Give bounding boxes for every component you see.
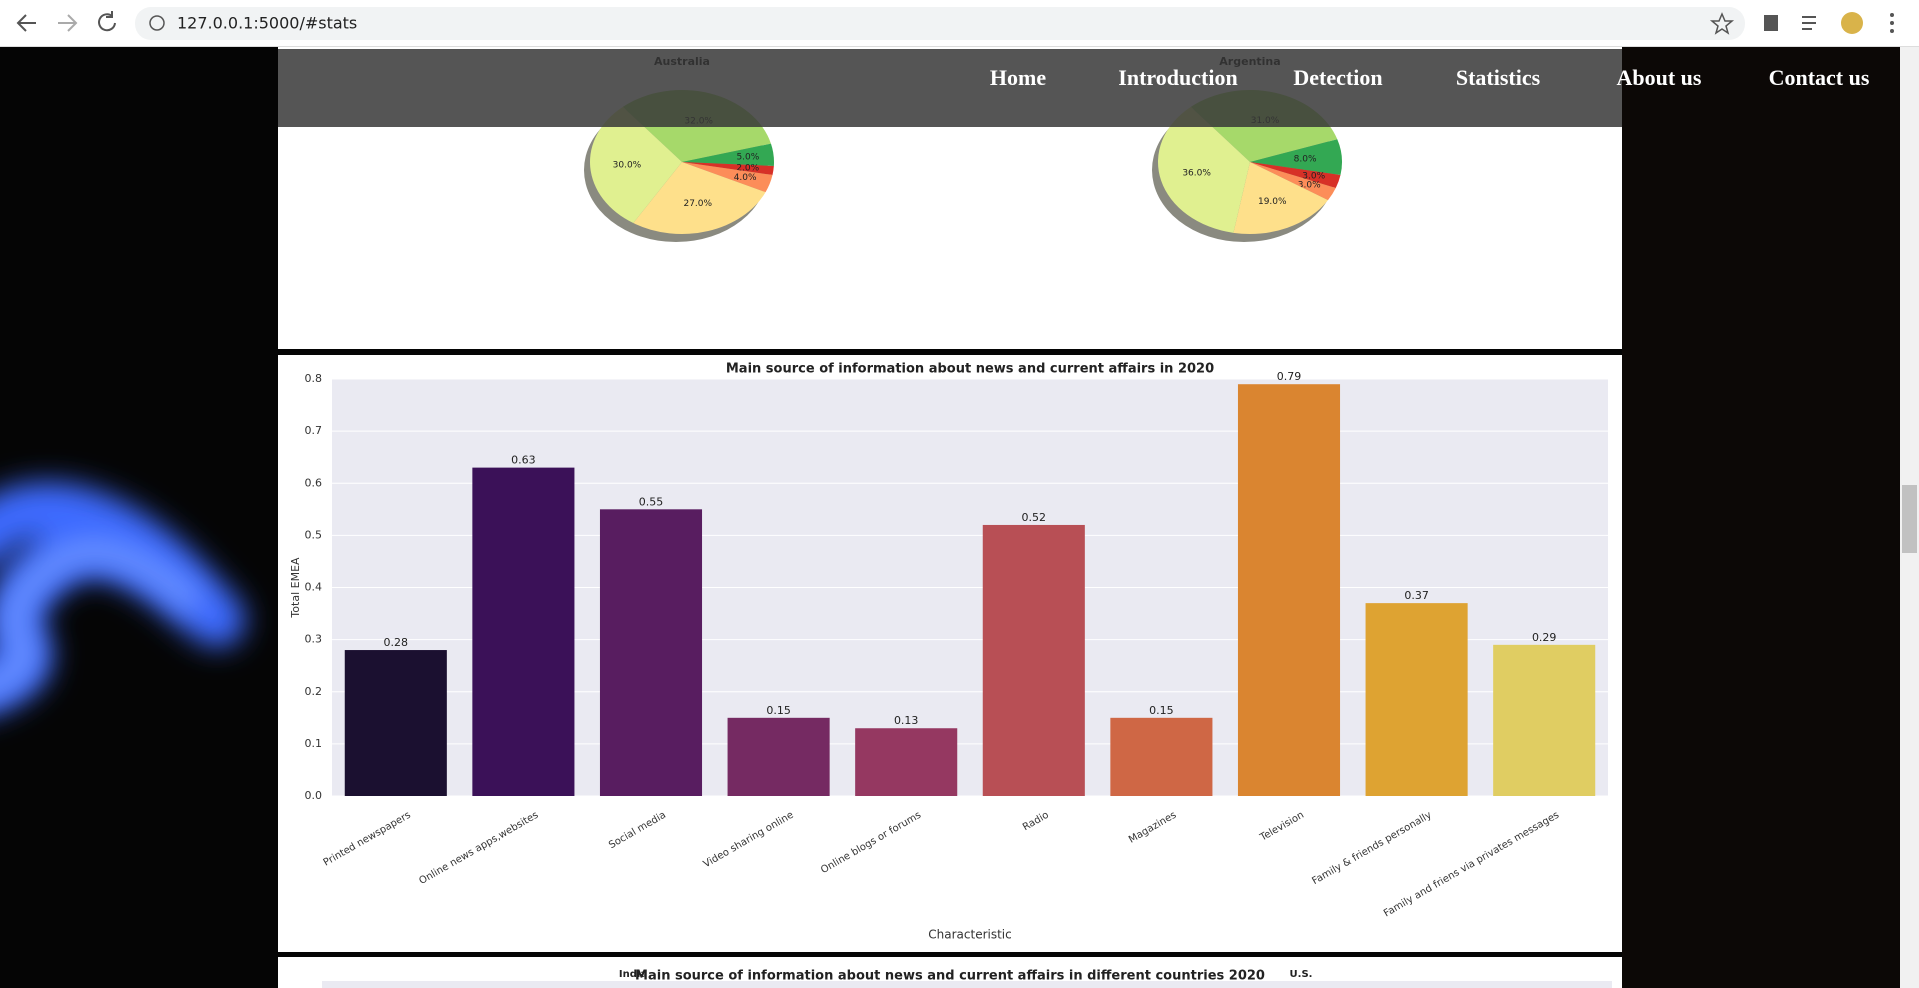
address-bar[interactable] [135,7,1745,40]
nav-items: Home Introduction Detection Statistics About… [990,65,1870,90]
profile-avatar[interactable] [1841,12,1863,34]
y-axis-label: Total EMEA [289,557,302,619]
info-icon[interactable] [149,15,165,31]
scrollbar-thumb[interactable] [1902,485,1917,553]
menu-dot [1890,29,1894,33]
value-label: 0.29 [1532,631,1557,644]
bar [982,524,1085,796]
navbar [278,49,1622,127]
background-glow-core [0,540,201,695]
value-label: 0.28 [384,636,409,649]
y-tick-label: 0.2 [305,685,323,698]
pie-slice [1158,106,1250,233]
value-label: 0.79 [1277,370,1302,383]
reload-button[interactable] [98,11,116,32]
pie-slice [682,162,774,175]
bar [1237,384,1341,796]
pie-slice [1250,139,1342,175]
menu[interactable] [1890,13,1894,17]
pie-label: 8.0% [1294,154,1317,164]
partial-plot [322,981,1612,988]
nav-link[interactable]: Statistics [1456,65,1541,90]
chart-title: Main source of information about news an… [726,362,1214,377]
url: 127.0.0.1:5000/#stats [177,14,357,33]
value-label: 0.52 [1022,511,1047,524]
pie-slice [682,143,774,167]
pie-slice [1233,162,1329,234]
bar [1110,717,1213,796]
y-tick-label: 0.4 [305,581,323,594]
background-right [1622,47,1900,988]
value-label: 0.63 [511,454,536,467]
y-tick-label: 0.8 [305,372,323,385]
value-label: 0.13 [894,714,919,727]
y-tick-label: 0.6 [305,476,323,489]
y-tick-label: 0.5 [305,528,323,541]
pie-slice [633,162,766,234]
value-label: 0.37 [1404,589,1429,602]
pie-label: 30.0% [613,161,642,171]
partial-panel-title: India [619,969,647,980]
pie-label: 19.0% [1258,197,1287,207]
pie-slice [682,162,773,193]
partial-panel-title: U.S. [1290,969,1313,980]
y-tick-label: 0.1 [305,737,323,750]
bookmark-star[interactable] [1709,12,1735,35]
nav-link[interactable]: About us [1617,65,1702,90]
pie-label: 27.0% [683,199,712,209]
nav-link[interactable]: Introduction [1118,65,1237,90]
pie-label: 36.0% [1182,169,1211,179]
forward-button[interactable] [58,14,78,32]
value-label: 0.15 [1149,704,1174,717]
pie-label: 2.0% [736,164,759,174]
nav-link[interactable]: Detection [1293,65,1382,90]
pie-slice [1250,162,1336,201]
pie-label: 4.0% [734,173,757,183]
nav-link[interactable]: Contact us [1769,65,1870,90]
x-axis-label: Characteristic [928,928,1011,942]
media-icon[interactable] [1802,16,1816,30]
pie-label: 3.0% [1298,181,1321,191]
pie-slice [590,106,682,224]
pie-slice [1250,162,1341,189]
bar [344,650,447,796]
menu-dot [1890,21,1894,25]
pie-label: 3.0% [1302,172,1325,182]
y-tick-label: 0.0 [305,789,323,802]
value-label: 0.15 [766,704,791,717]
pie-label: 5.0% [736,152,759,162]
bar [472,467,575,796]
bar [599,509,703,796]
y-tick-label: 0.3 [305,633,323,646]
value-label: 0.55 [639,495,664,508]
bar [1493,644,1596,796]
back-button[interactable] [16,14,36,32]
extensions-icon[interactable] [1764,15,1778,31]
nav-link[interactable]: Home [990,65,1046,90]
partial-title: Main source of information about news an… [635,969,1265,984]
bar [1365,603,1468,796]
bar [727,717,830,796]
y-tick-label: 0.7 [305,424,323,437]
bar [855,728,958,796]
